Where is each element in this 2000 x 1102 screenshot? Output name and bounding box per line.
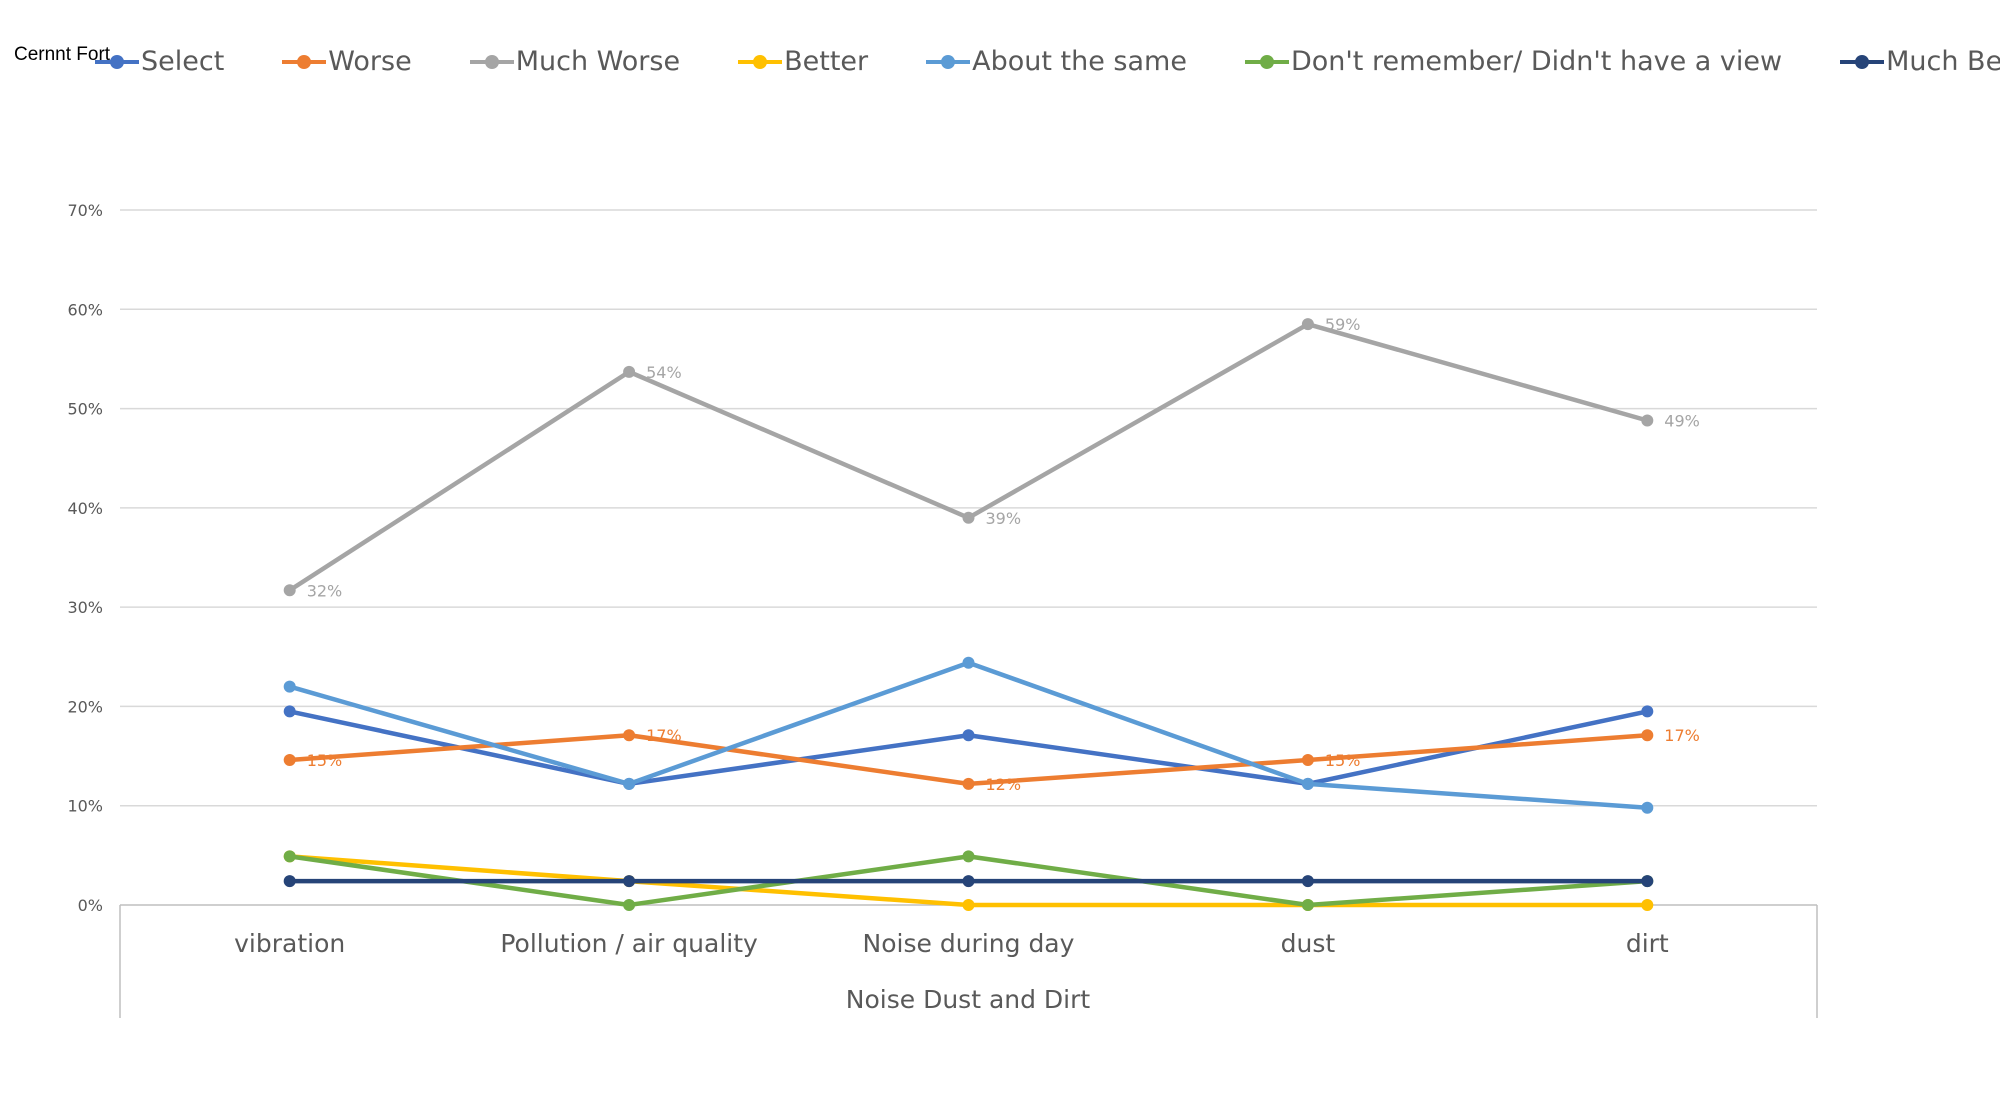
legend-item-better[interactable]: Better xyxy=(738,46,868,77)
legend-marker-icon xyxy=(469,54,514,69)
legend-label: Much Better xyxy=(1886,46,2000,77)
data-point xyxy=(1641,705,1654,718)
series-line xyxy=(287,709,1650,787)
legend-item-about-the-same[interactable]: About the same xyxy=(926,46,1187,77)
legend-item-select[interactable]: Select xyxy=(95,46,224,77)
data-point xyxy=(623,729,636,742)
data-label: 15% xyxy=(307,751,343,770)
legend-marker-icon xyxy=(95,54,139,69)
y-tick-label: 70% xyxy=(67,201,103,220)
legend-marker-icon xyxy=(738,54,783,69)
data-point xyxy=(1641,414,1654,427)
x-tick-label: dirt xyxy=(1626,929,1669,958)
data-point xyxy=(1301,777,1314,790)
y-tick-label: 30% xyxy=(67,598,103,617)
x-tick-label: Pollution / air quality xyxy=(500,929,758,958)
legend-marker-icon xyxy=(1244,54,1289,69)
data-point xyxy=(962,875,975,888)
data-point xyxy=(1641,899,1654,911)
data-point xyxy=(1301,899,1314,911)
data-label: 15% xyxy=(1325,751,1361,770)
data-point xyxy=(623,777,636,790)
data-point xyxy=(623,365,636,378)
legend-marker-icon xyxy=(282,54,327,69)
y-tick-label: 50% xyxy=(67,400,103,419)
data-point xyxy=(1301,318,1314,331)
data-point xyxy=(962,656,975,669)
legend-item-much-worse[interactable]: Much Worse xyxy=(469,46,681,77)
data-label: 32% xyxy=(307,581,343,600)
series-worse: 15% 17% 12% 15% 17% xyxy=(283,726,1700,794)
data-label: 49% xyxy=(1664,411,1700,430)
corner-label: Cernnt Fort xyxy=(14,44,111,65)
data-label: 17% xyxy=(646,726,682,745)
data-point xyxy=(1301,754,1314,767)
legend-item-don-t-remember-didn-t-have-a-view[interactable]: Don't remember/ Didn't have a view xyxy=(1244,46,1783,77)
series-much-better xyxy=(283,875,1654,888)
data-point xyxy=(1301,875,1314,888)
legend-marker-icon xyxy=(926,54,971,69)
series-much-worse: 32% 54% 39% 59% 49% xyxy=(283,315,1700,600)
y-tick-label: 60% xyxy=(67,300,103,319)
data-point xyxy=(283,705,296,718)
x-axis-title: Noise Dust and Dirt xyxy=(846,985,1091,1014)
y-tick-label: 40% xyxy=(67,499,103,518)
data-point xyxy=(962,777,975,790)
legend-label: Select xyxy=(141,46,225,77)
y-tick-label: 20% xyxy=(67,697,103,716)
data-point xyxy=(623,899,636,911)
legend-item-much-better[interactable]: Much Better xyxy=(1840,46,2000,77)
legend-marker-icon xyxy=(1840,54,1885,69)
y-tick-label: 0% xyxy=(78,896,103,915)
y-tick-label: 10% xyxy=(67,797,103,816)
series-line xyxy=(287,321,1650,593)
data-point xyxy=(962,899,975,911)
data-label: 17% xyxy=(1664,726,1700,745)
data-label: 12% xyxy=(986,775,1022,794)
data-label: 54% xyxy=(646,363,682,382)
data-point xyxy=(962,729,975,742)
data-point xyxy=(1641,801,1654,814)
series-about-the-same xyxy=(283,656,1654,814)
legend-label: Better xyxy=(784,46,869,77)
legend-label: About the same xyxy=(972,46,1187,77)
chart-legend: Select Worse Much Worse Better About the sam… xyxy=(95,46,2000,77)
series-line xyxy=(287,732,1650,787)
legend-label: Worse xyxy=(328,46,412,77)
data-label: 59% xyxy=(1325,315,1361,334)
data-point xyxy=(283,754,296,767)
legend-label: Much Worse xyxy=(515,46,681,77)
data-point xyxy=(1641,875,1654,888)
x-tick-label: Noise during day xyxy=(863,929,1075,958)
data-point xyxy=(283,850,296,863)
data-point xyxy=(1641,729,1654,742)
data-point xyxy=(283,875,296,888)
legend-item-worse[interactable]: Worse xyxy=(282,46,412,77)
data-point xyxy=(283,680,296,693)
data-point xyxy=(283,584,296,597)
data-label: 39% xyxy=(986,509,1022,528)
x-tick-label: vibration xyxy=(234,929,345,958)
data-point xyxy=(962,850,975,863)
legend-label: Don't remember/ Didn't have a view xyxy=(1290,46,1783,77)
data-point xyxy=(623,875,636,888)
data-point xyxy=(962,511,975,524)
x-tick-label: dust xyxy=(1281,929,1336,958)
